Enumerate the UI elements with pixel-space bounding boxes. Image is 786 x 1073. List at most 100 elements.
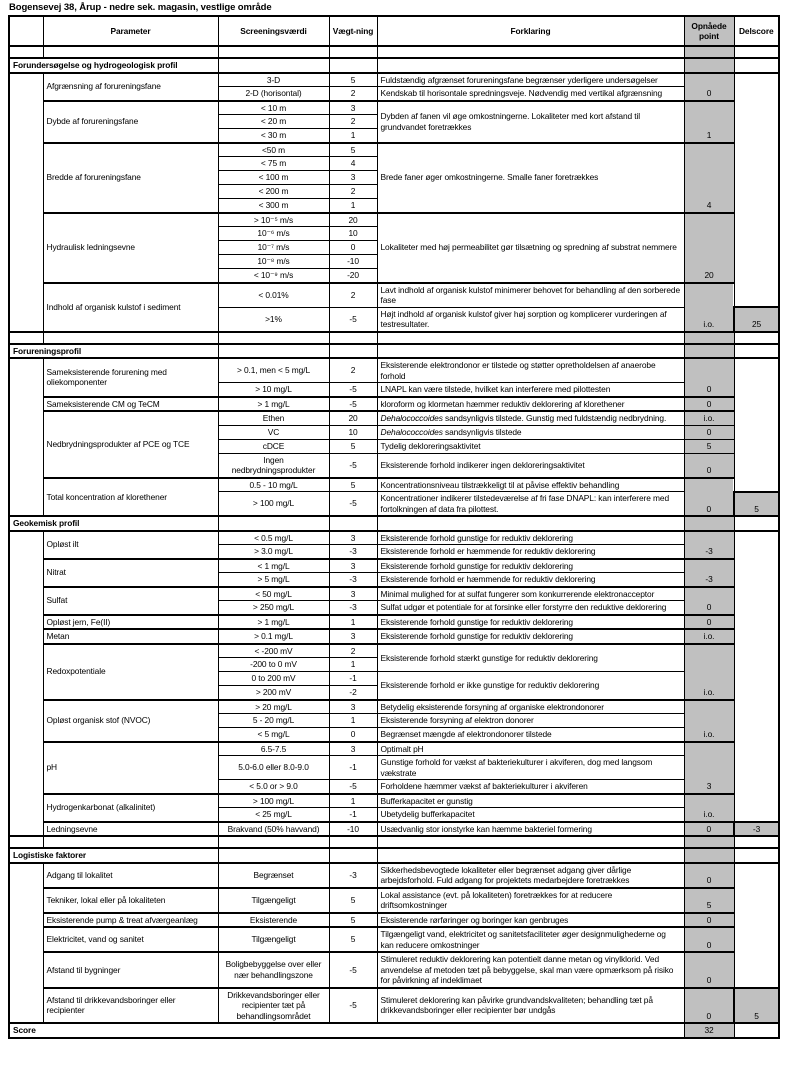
weight-value: 2 (328, 357, 378, 383)
points-value: 0 (683, 585, 735, 615)
delscore-value: 5 (733, 490, 780, 517)
weight-value: -3 (328, 572, 378, 587)
screening-value: 2-D (horisontal) (217, 86, 330, 101)
weight-value: 5 (328, 911, 378, 928)
header-points: Opnåede point (683, 15, 735, 47)
screening-value: > 1 mg/L (217, 613, 330, 630)
screening-value: > 10⁻⁵ m/s (217, 211, 330, 227)
weight-value: 3 (328, 698, 378, 714)
screening-value: < 0.01% (217, 281, 330, 308)
points-value: 0 (683, 926, 735, 953)
screening-value: < 20 m (217, 114, 330, 129)
parameter-name: Elektricitet, vand og sanitet (42, 926, 219, 953)
explanation-text: Begrænset mængde af elektrondonorer tils… (376, 727, 685, 742)
delscore-empty-cell (733, 357, 780, 492)
screening-value: VC (217, 424, 330, 440)
points-value: 0 (683, 452, 735, 478)
parameter-name: Metan (42, 628, 219, 644)
screening-value: 10⁻⁶ m/s (217, 226, 330, 241)
weight-value: -5 (328, 306, 378, 332)
screening-value: Boligbebyggelse over eller nær behandlin… (217, 951, 330, 988)
weight-value: 1 (328, 713, 378, 728)
delscore-empty-cell (733, 862, 780, 988)
weight-value: 3 (328, 529, 378, 545)
section-header-label: Geokemisk profil (8, 515, 219, 532)
points-value: 1 (683, 99, 735, 143)
section-header-points-cell (683, 57, 735, 74)
delscore-value: -3 (733, 820, 780, 837)
weight-value: -5 (328, 395, 378, 412)
explanation-text: Tydelig dekloreringsaktivitet (376, 438, 685, 454)
points-value: -3 (683, 557, 735, 587)
header-parameter: Parameter (42, 15, 219, 47)
weight-value: 3 (328, 585, 378, 601)
points-value: i.o. (683, 410, 735, 426)
parameter-name: Redoxpotentiale (42, 642, 219, 700)
weight-value: 5 (328, 71, 378, 87)
weight-value: 5 (328, 886, 378, 913)
screening-value: 10⁻⁸ m/s (217, 254, 330, 269)
screening-value: <50 m (217, 141, 330, 157)
screening-value: 0 to 200 mV (217, 671, 330, 686)
screening-value: Brakvand (50% havvand) (217, 820, 330, 837)
header-delscore: Delscore (733, 15, 780, 47)
parameter-name: Afstand til drikkevandsboringer eller re… (42, 986, 219, 1024)
spacer-cell (42, 835, 219, 849)
screening-value: < -200 mV (217, 642, 330, 658)
screening-value: > 250 mg/L (217, 600, 330, 615)
parameter-name: Nedbrydningsprodukter af PCE og TCE (42, 410, 219, 478)
parameter-name: Bredde af forureningsfane (42, 141, 219, 213)
screening-value: > 10 mg/L (217, 382, 330, 397)
parameter-name: Adgang til lokalitet (42, 861, 219, 888)
screening-value: < 10 m (217, 99, 330, 115)
weight-value: 5 (328, 476, 378, 492)
parameter-name: Tekniker, lokal eller på lokaliteten (42, 886, 219, 913)
screening-value: 6.5-7.5 (217, 740, 330, 756)
screening-value: 5 - 20 mg/L (217, 713, 330, 728)
weight-value: 0 (328, 727, 378, 742)
weight-value: 3 (328, 170, 378, 185)
points-value: 0 (683, 820, 735, 837)
parameter-name: Hydrogenkarbonat (alkalinitet) (42, 792, 219, 822)
screening-value: Eksisterende (217, 911, 330, 928)
screening-value: < 300 m (217, 198, 330, 213)
weight-value: 5 (328, 141, 378, 157)
points-value: 0 (683, 986, 735, 1024)
weight-value: -3 (328, 544, 378, 559)
explanation-text: Bufferkapacitet er gunstig (376, 792, 685, 808)
section-indent-cell (8, 357, 44, 517)
spacer-cell (8, 45, 44, 59)
points-value: 0 (683, 861, 735, 888)
points-value: 0 (683, 357, 735, 397)
screening-value: < 0.5 mg/L (217, 529, 330, 545)
points-value: 0 (683, 911, 735, 928)
weight-value: 3 (328, 740, 378, 756)
weight-value: -2 (328, 685, 378, 700)
points-value: 20 (683, 211, 735, 283)
explanation-text: Kendskab til horisontale spredningsveje.… (376, 86, 685, 101)
parameter-name: Nitrat (42, 557, 219, 587)
section-header-cell (328, 342, 378, 359)
parameter-name: Hydraulisk ledningsevne (42, 211, 219, 283)
weight-value: -1 (328, 755, 378, 780)
spacer-delscore-cell (733, 835, 780, 849)
spacer-cell (42, 45, 219, 59)
spacer-points-cell (683, 330, 735, 345)
points-value: 5 (683, 886, 735, 913)
weight-value: 5 (328, 438, 378, 454)
points-value: 0 (683, 395, 735, 412)
explanation-text: LNAPL kan være tilstede, hvilket kan int… (376, 382, 685, 397)
explanation-text: Eksisterende rørføringer og boringer kan… (376, 911, 685, 928)
score-label: Score (8, 1022, 685, 1039)
spacer-points-cell (683, 835, 735, 849)
section-header-delscore-cell (733, 342, 780, 359)
screening-value: Drikkevandsboringer eller recipienter tæ… (217, 986, 330, 1024)
parameter-name: Afgrænsning af forureningsfane (42, 71, 219, 101)
spacer-cell (376, 330, 685, 345)
explanation-text: Optimalt pH (376, 740, 685, 756)
section-header-cell (217, 515, 330, 532)
spacer-points-cell (683, 45, 735, 59)
points-value: i.o. (683, 628, 735, 644)
points-value: 0 (683, 424, 735, 440)
weight-value: 2 (328, 642, 378, 658)
